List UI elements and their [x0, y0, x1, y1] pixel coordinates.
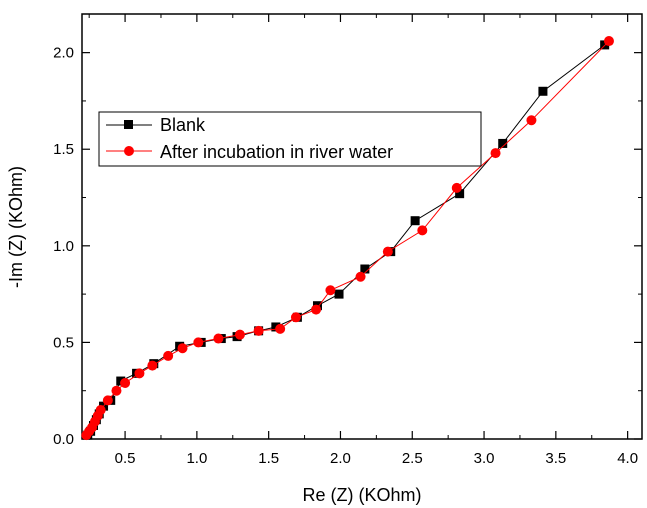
data-point-river — [417, 225, 428, 236]
legend-marker-river — [124, 146, 134, 156]
legend: Blank After incubation in river water — [98, 111, 482, 167]
legend-label-blank: Blank — [160, 115, 206, 135]
legend-box — [98, 111, 482, 167]
y-tick-label: 2.0 — [53, 45, 74, 62]
legend-label-river: After incubation in river water — [160, 142, 393, 162]
legend-marker-blank — [124, 120, 133, 129]
y-axis-ticks: 0.0 0.5 1.0 1.5 2.0 — [53, 45, 642, 448]
data-point-river — [603, 36, 614, 47]
data-point-river — [147, 360, 158, 371]
x-axis-ticks: 0.5 1.0 1.5 2.0 2.5 3.0 3.5 4.0 — [88, 14, 638, 467]
y-tick-label: 1.0 — [53, 238, 74, 255]
x-tick-label: 4.0 — [617, 450, 638, 467]
data-point-river — [120, 377, 131, 388]
data-point-river — [490, 148, 501, 159]
data-point-river — [102, 395, 113, 406]
x-tick-label: 3.0 — [474, 450, 495, 467]
data-point-river — [177, 343, 188, 354]
data-point-river — [111, 385, 122, 396]
y-tick-label: 1.5 — [53, 141, 74, 158]
series-line-river — [85, 40, 610, 436]
y-axis-title: -Im (Z) (KOhm) — [6, 166, 26, 288]
x-tick-label: 2.0 — [330, 450, 351, 467]
x-tick-label: 1.0 — [186, 450, 207, 467]
data-point-blank — [410, 216, 420, 226]
plot-frame — [81, 13, 643, 440]
x-tick-label: 1.5 — [258, 450, 279, 467]
y-tick-label: 0.5 — [53, 334, 74, 351]
y-tick-label: 0.0 — [53, 431, 74, 448]
data-point-river — [163, 350, 174, 361]
data-point-river — [325, 285, 336, 296]
data-point-river — [275, 323, 286, 334]
data-point-blank — [360, 264, 370, 274]
data-point-river — [451, 182, 462, 193]
data-point-river — [134, 368, 145, 379]
x-axis-title: Re (Z) (KOhm) — [303, 485, 422, 505]
data-point-river — [253, 325, 264, 336]
data-point-river — [382, 246, 393, 257]
x-tick-label: 2.5 — [402, 450, 423, 467]
data-point-blank — [455, 189, 465, 199]
data-point-river — [355, 271, 366, 282]
data-point-river — [95, 405, 106, 416]
x-tick-label: 3.5 — [545, 450, 566, 467]
data-point-river — [290, 312, 301, 323]
data-point-blank — [538, 86, 548, 96]
data-point-river — [311, 304, 322, 315]
data-point-river — [213, 333, 224, 344]
data-point-river — [526, 115, 537, 126]
x-tick-label: 0.5 — [115, 450, 136, 467]
series-line-blank — [87, 44, 606, 436]
data-point-river — [193, 337, 204, 348]
data-point-blank — [334, 289, 344, 299]
data-point-river — [234, 329, 245, 340]
data-point-blank — [498, 138, 508, 148]
series-layer — [81, 36, 614, 441]
